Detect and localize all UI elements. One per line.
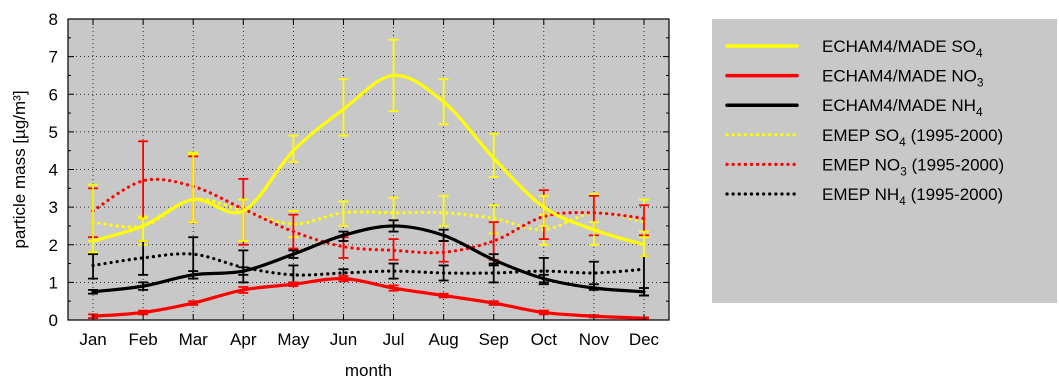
- x-tick-label: Jul: [383, 330, 405, 349]
- gridlines: [68, 19, 669, 320]
- x-tick-label: Jun: [330, 330, 357, 349]
- legend-entry-0: ECHAM4/MADE SO4: [725, 37, 983, 60]
- x-tick-label: Feb: [128, 330, 157, 349]
- legend-entry-5: EMEP NH4 (1995-2000): [725, 185, 1003, 208]
- y-tick-label: 3: [49, 198, 58, 217]
- legend-entry-2: ECHAM4/MADE NH4: [725, 96, 983, 119]
- series-line: [91, 252, 646, 277]
- legend-entry-4: EMEP NO3 (1995-2000): [725, 155, 1004, 178]
- y-tick-label: 7: [49, 48, 58, 67]
- legend-entries: ECHAM4/MADE SO4 ECHAM4/MADE NO3 ECHAM4/MAD…: [725, 37, 1004, 208]
- legend-label: EMEP SO4 (1995-2000): [822, 126, 1003, 149]
- x-tick-label: Sep: [479, 330, 509, 349]
- legend-entry-1: ECHAM4/MADE NO3: [725, 67, 984, 90]
- series-line: [91, 177, 646, 255]
- y-tick-label: 6: [49, 85, 58, 104]
- x-tick-label: Aug: [429, 330, 459, 349]
- x-tick-label: Dec: [629, 330, 660, 349]
- series-2: [88, 219, 649, 297]
- y-tick-label: 1: [49, 273, 58, 292]
- y-tick-label: 5: [49, 123, 58, 142]
- series-line: [91, 276, 646, 320]
- x-tick-label: Nov: [579, 330, 610, 349]
- y-axis-label: particle mass [µg/m³]: [10, 90, 29, 248]
- x-tick-label: May: [277, 330, 310, 349]
- y-tick-label: 8: [49, 10, 58, 29]
- x-tick-label: Jan: [79, 330, 106, 349]
- axes: Jan Feb Mar Apr May Jun Jul Aug Sep Oct Nov Dec 0 1 2 3…: [49, 10, 670, 349]
- y-tick-label: 2: [49, 236, 58, 255]
- legend-label: ECHAM4/MADE SO4: [822, 37, 983, 60]
- x-tick-label: Apr: [230, 330, 257, 349]
- x-tick-label: Mar: [179, 330, 209, 349]
- legend-label: ECHAM4/MADE NH4: [822, 96, 983, 119]
- legend-label: ECHAM4/MADE NO3: [822, 67, 984, 90]
- y-tick-label: 4: [49, 161, 58, 180]
- x-axis-label: month: [345, 361, 392, 380]
- legend-label: EMEP NH4 (1995-2000): [822, 185, 1003, 208]
- series-layer: [88, 38, 649, 320]
- series-0: [88, 38, 649, 257]
- y-tick-label: 0: [49, 311, 58, 330]
- series-line: [91, 224, 646, 294]
- legend-entry-3: EMEP SO4 (1995-2000): [725, 126, 1003, 149]
- legend-label: EMEP NO3 (1995-2000): [822, 155, 1004, 178]
- x-tick-label: Oct: [531, 330, 558, 349]
- series-1: [88, 275, 649, 320]
- legend: [712, 19, 1057, 303]
